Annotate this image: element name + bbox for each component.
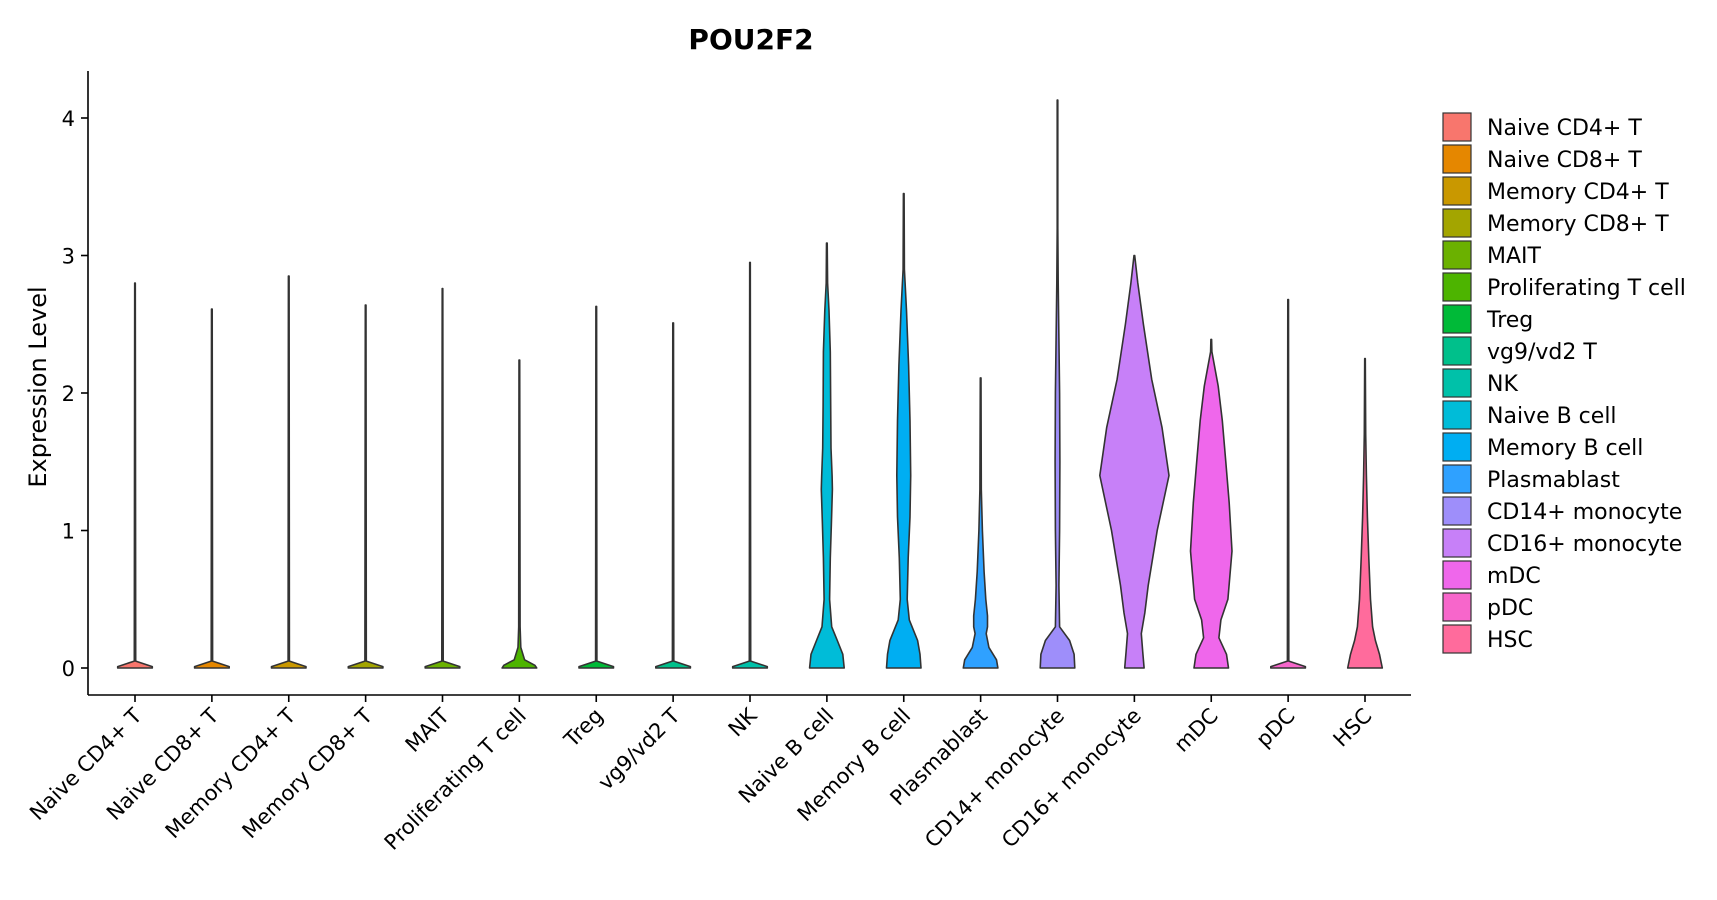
violin-naive-b-cell — [808, 242, 845, 669]
legend-label: MAIT — [1487, 244, 1542, 269]
legend-swatch — [1442, 432, 1472, 462]
violin-memory-b-cell — [885, 192, 922, 669]
x-tick-label: vg9/vd2 T — [594, 703, 685, 794]
x-tick-label: Memory CD4+ T — [161, 703, 301, 843]
legend-label: Naive CD4+ T — [1487, 116, 1642, 141]
legend-swatch — [1442, 240, 1472, 270]
y-tick-label: 0 — [62, 657, 75, 681]
y-tick-label: 1 — [62, 520, 75, 544]
legend-label: CD16+ monocyte — [1487, 532, 1682, 557]
legend-label: Memory CD8+ T — [1487, 212, 1669, 237]
legend-swatch — [1442, 304, 1472, 334]
y-tick-label: 3 — [62, 245, 75, 269]
legend-swatch — [1442, 208, 1472, 238]
violin-memory-cd8-t — [347, 304, 384, 669]
legend-swatch — [1442, 496, 1472, 526]
x-tick-label: MAIT — [401, 703, 455, 757]
legend-label: Treg — [1486, 308, 1533, 333]
legend-label: HSC — [1487, 628, 1533, 653]
legend-label: Naive CD8+ T — [1487, 148, 1642, 173]
violin-mdc — [1189, 338, 1233, 669]
legend: Naive CD4+ T Naive CD8+ T Memory CD4+ T Mem… — [1442, 112, 1686, 654]
legend-label: CD14+ monocyte — [1487, 500, 1682, 525]
x-tick-label: Treg — [559, 704, 608, 753]
x-tick-label: HSC — [1329, 704, 1377, 752]
x-tick-label: Proliferating T cell — [380, 704, 531, 855]
legend-swatch — [1442, 624, 1472, 654]
legend-swatch — [1442, 336, 1472, 366]
x-tick-label: Memory CD8+ T — [238, 703, 378, 843]
x-tick-label: mDC — [1170, 704, 1223, 757]
violin-memory-cd4-t — [270, 275, 307, 669]
legend-swatch — [1442, 176, 1472, 206]
legend-swatch — [1442, 560, 1472, 590]
violin-treg — [578, 305, 615, 669]
legend-label: mDC — [1487, 564, 1541, 589]
x-tick-label: NK — [724, 703, 763, 742]
violin-pdc — [1270, 298, 1307, 669]
violin-plasmablast — [962, 377, 999, 669]
violin-naive-cd8-t — [193, 308, 230, 669]
legend-label: Memory CD4+ T — [1487, 180, 1669, 205]
x-tick-label: pDC — [1251, 704, 1299, 752]
y-tick-label: 2 — [62, 382, 75, 406]
legend-label: Proliferating T cell — [1487, 276, 1686, 301]
violin-vg9-vd2-t — [655, 322, 692, 669]
legend-label: vg9/vd2 T — [1487, 340, 1597, 365]
legend-swatch — [1442, 144, 1472, 174]
legend-swatch — [1442, 528, 1472, 558]
x-tick-label: CD16+ monocyte — [997, 704, 1146, 853]
legend-label: NK — [1487, 372, 1518, 397]
violin-group — [116, 99, 1384, 669]
legend-label: Plasmablast — [1487, 468, 1620, 493]
legend-swatch — [1442, 368, 1472, 398]
chart-title: POU2F2 — [688, 23, 813, 56]
legend-label: pDC — [1487, 596, 1533, 621]
legend-swatch — [1442, 112, 1472, 142]
legend-label: Naive B cell — [1487, 404, 1617, 429]
violin-naive-cd4-t — [116, 282, 154, 669]
violin-nk — [731, 261, 769, 669]
violin-proliferating-t-cell — [501, 359, 538, 669]
legend-swatch — [1442, 400, 1472, 430]
legend-swatch — [1442, 464, 1472, 494]
violin-hsc — [1346, 357, 1384, 669]
legend-swatch — [1442, 592, 1472, 622]
legend-swatch — [1442, 272, 1472, 302]
y-axis-ticks: 0 1 2 3 4 — [62, 107, 88, 681]
violin-mait — [424, 287, 461, 669]
y-axis-title: Expression Level — [24, 286, 52, 487]
x-tick-label: CD14+ monocyte — [920, 704, 1069, 853]
legend-label: Memory B cell — [1487, 436, 1643, 461]
violin-cd16-monocyte — [1099, 254, 1170, 669]
y-tick-label: 4 — [62, 107, 75, 131]
violin-cd14-monocyte — [1039, 99, 1076, 669]
